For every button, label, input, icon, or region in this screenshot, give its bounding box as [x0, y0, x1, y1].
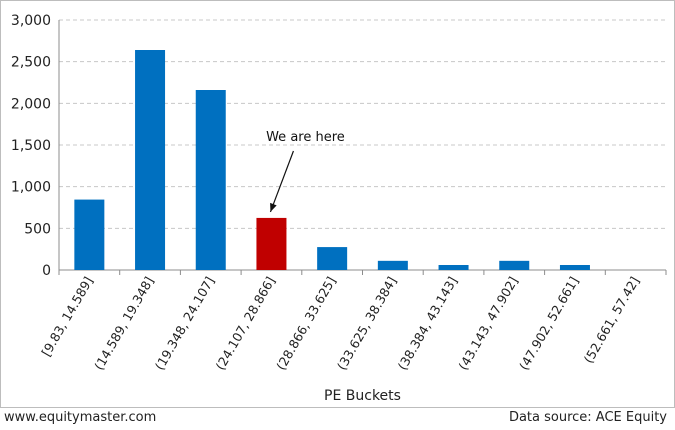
- x-tick-label: (43.143, 47.902]: [455, 274, 521, 373]
- chart-frame: 0 500 1,000 1,500 2,000 2,500 3,000 [9.83, 14.5…: [0, 0, 675, 408]
- y-tick-label: 500: [24, 221, 51, 237]
- website-footer: www.equitymaster.com: [4, 410, 157, 425]
- x-tick-label: (14.589, 19.348]: [91, 274, 157, 373]
- x-tick-label: (47.902, 52.661]: [516, 274, 582, 373]
- x-tick-label: [9.83, 14.589]: [38, 274, 96, 359]
- bar: [195, 90, 226, 270]
- y-tick-label: 2,500: [11, 55, 51, 71]
- x-tick-label: (38.384, 43.143]: [395, 274, 461, 373]
- y-tick-label: 3,000: [11, 13, 51, 29]
- x-tick-label: (28.866, 33.625]: [273, 274, 339, 373]
- data-source-footer: Data source: ACE Equity: [508, 410, 667, 425]
- bar: [74, 199, 105, 270]
- bar: [499, 260, 530, 270]
- x-tick-label: (52.661, 57.42]: [581, 274, 643, 366]
- y-tick-label: 0: [42, 263, 51, 279]
- annotation-arrow-line: [269, 150, 295, 213]
- bar: [317, 247, 348, 270]
- x-tick-label: (19.348, 24.107]: [152, 274, 218, 373]
- x-axis-title: PE Buckets: [324, 388, 401, 404]
- y-tick-label: 2,000: [11, 96, 51, 112]
- highlighted-bar: [256, 217, 287, 270]
- annotation-arrow-head: [270, 202, 277, 212]
- y-tick-label: 1,500: [11, 138, 51, 154]
- pe-buckets-bar-chart: 0 500 1,000 1,500 2,000 2,500 3,000 [9.83, 14.5…: [11, 13, 667, 404]
- bar: [438, 265, 469, 270]
- bar: [135, 50, 166, 270]
- bar: [377, 260, 408, 270]
- x-tick-label: (33.625, 38.384]: [334, 274, 400, 373]
- x-tick-label: (24.107, 28.866]: [212, 274, 278, 373]
- y-tick-label: 1,000: [11, 180, 51, 196]
- bar: [559, 265, 590, 270]
- annotation-text: We are here: [266, 130, 345, 145]
